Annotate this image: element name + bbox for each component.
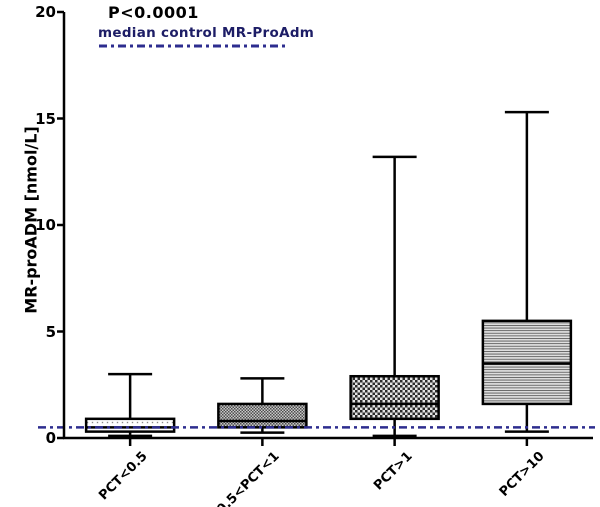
boxplots-layer — [84, 110, 573, 438]
iqr-box — [217, 402, 308, 429]
boxplot-PCT>1 — [349, 155, 440, 438]
y-tick-label-15: 15 — [35, 109, 56, 128]
p-value-annotation: P<0.0001 — [108, 3, 199, 22]
y-tick-label-10: 10 — [35, 216, 56, 234]
axes-layer — [57, 10, 593, 446]
reference-line-layer — [38, 44, 595, 429]
y-tick-label-5: 5 — [45, 322, 56, 341]
reference-line-legend-label: median control MR-ProAdm — [98, 25, 315, 41]
iqr-box — [349, 374, 440, 421]
boxplot-PCT>10 — [481, 110, 573, 433]
y-tick-label-20: 20 — [35, 3, 56, 21]
boxplot-0.5<PCT<1 — [217, 377, 308, 434]
iqr-box — [84, 417, 176, 433]
y-tick-label-0: 0 — [45, 429, 56, 447]
